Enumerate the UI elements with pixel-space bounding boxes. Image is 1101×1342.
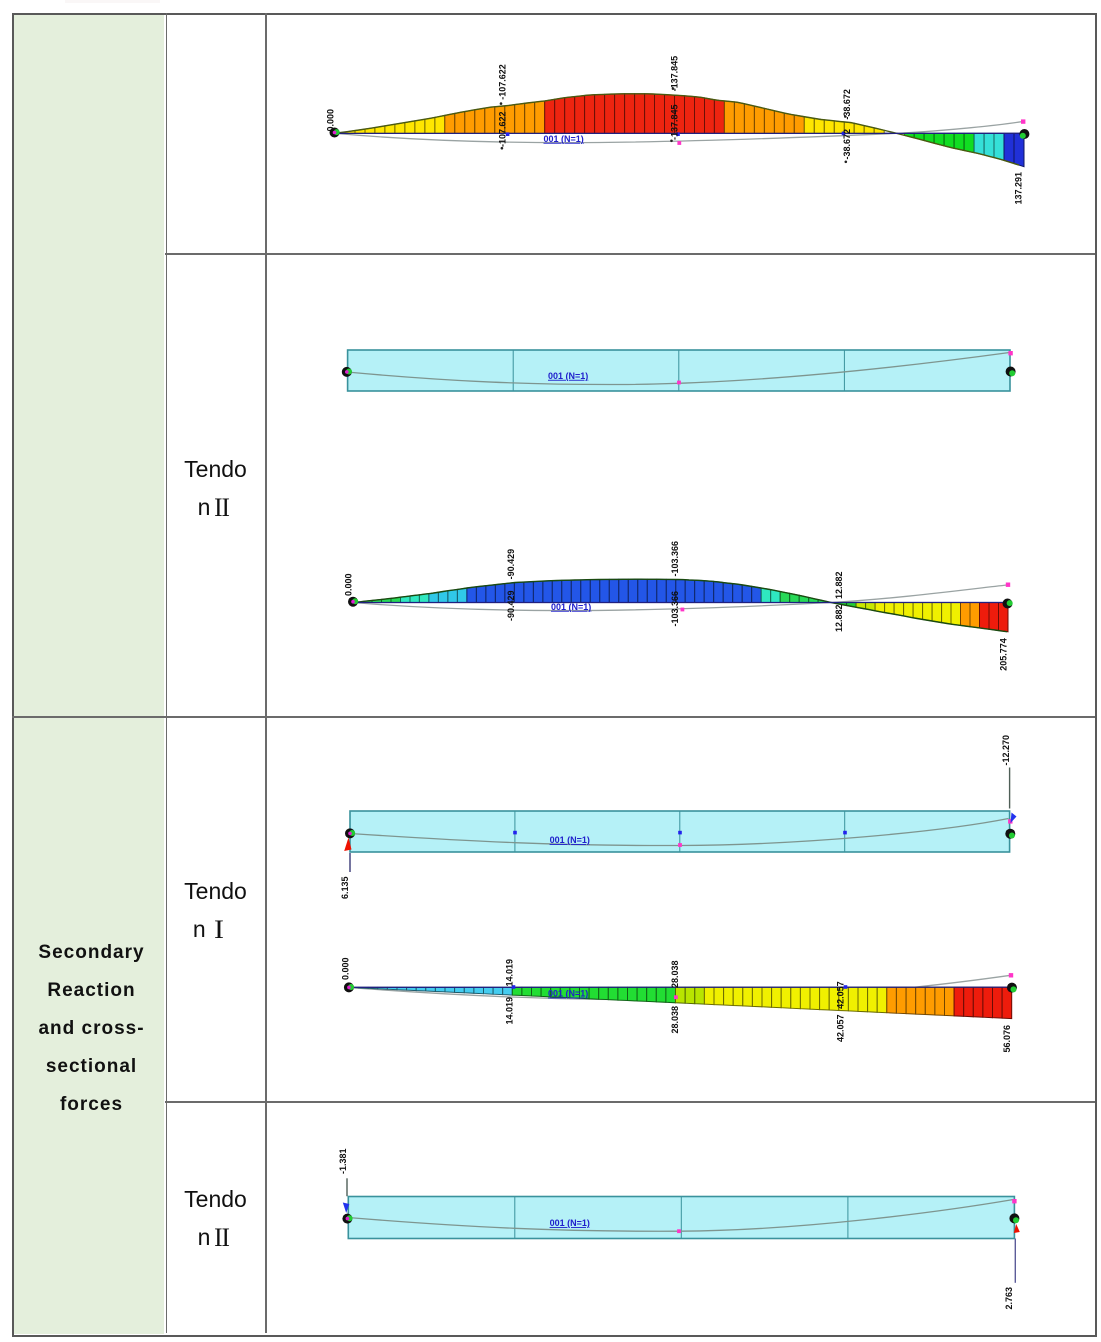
svg-text:56.076: 56.076 — [1002, 1025, 1012, 1053]
svg-text:-103.366: -103.366 — [670, 541, 680, 577]
svg-text:6.135: 6.135 — [340, 876, 350, 899]
svg-text:001 (N=1): 001 (N=1) — [548, 371, 588, 381]
svg-text:28.038: 28.038 — [670, 1006, 680, 1034]
svg-text:-38.672: -38.672 — [842, 129, 852, 160]
svg-text:-38.672: -38.672 — [842, 89, 852, 120]
svg-text:001 (N=1): 001 (N=1) — [548, 989, 588, 999]
svg-text:001 (N=1): 001 (N=1) — [550, 1218, 590, 1228]
svg-text:28.038: 28.038 — [670, 960, 680, 988]
svg-text:42.057: 42.057 — [836, 1014, 846, 1042]
svg-text:42.057: 42.057 — [836, 981, 846, 1009]
svg-text:14.019: 14.019 — [504, 997, 514, 1025]
svg-text:12.882: 12.882 — [834, 604, 844, 632]
svg-text:0.000: 0.000 — [344, 573, 354, 596]
svg-text:12.882: 12.882 — [834, 571, 844, 599]
svg-text:-137.845: -137.845 — [670, 56, 680, 92]
svg-text:-12.270: -12.270 — [1001, 735, 1011, 766]
svg-text:001 (N=1): 001 (N=1) — [544, 134, 584, 144]
svg-text:0.000: 0.000 — [326, 109, 336, 132]
svg-text:001 (N=1): 001 (N=1) — [550, 835, 590, 845]
svg-text:-107.622: -107.622 — [498, 111, 508, 147]
svg-text:-107.622: -107.622 — [498, 64, 508, 100]
svg-text:0.000: 0.000 — [341, 957, 351, 980]
svg-text:-1.381: -1.381 — [338, 1148, 348, 1174]
svg-text:205.774: 205.774 — [999, 638, 1009, 671]
svg-text:-90.429: -90.429 — [506, 590, 516, 621]
svg-text:137.291: 137.291 — [1014, 172, 1024, 205]
svg-text:-90.429: -90.429 — [506, 549, 516, 580]
svg-text:-137.845: -137.845 — [670, 104, 680, 140]
svg-text:001 (N=1): 001 (N=1) — [551, 602, 591, 612]
svg-text:-103.366: -103.366 — [670, 591, 680, 627]
svg-text:2.763: 2.763 — [1004, 1287, 1014, 1310]
svg-text:14.019: 14.019 — [504, 959, 514, 987]
